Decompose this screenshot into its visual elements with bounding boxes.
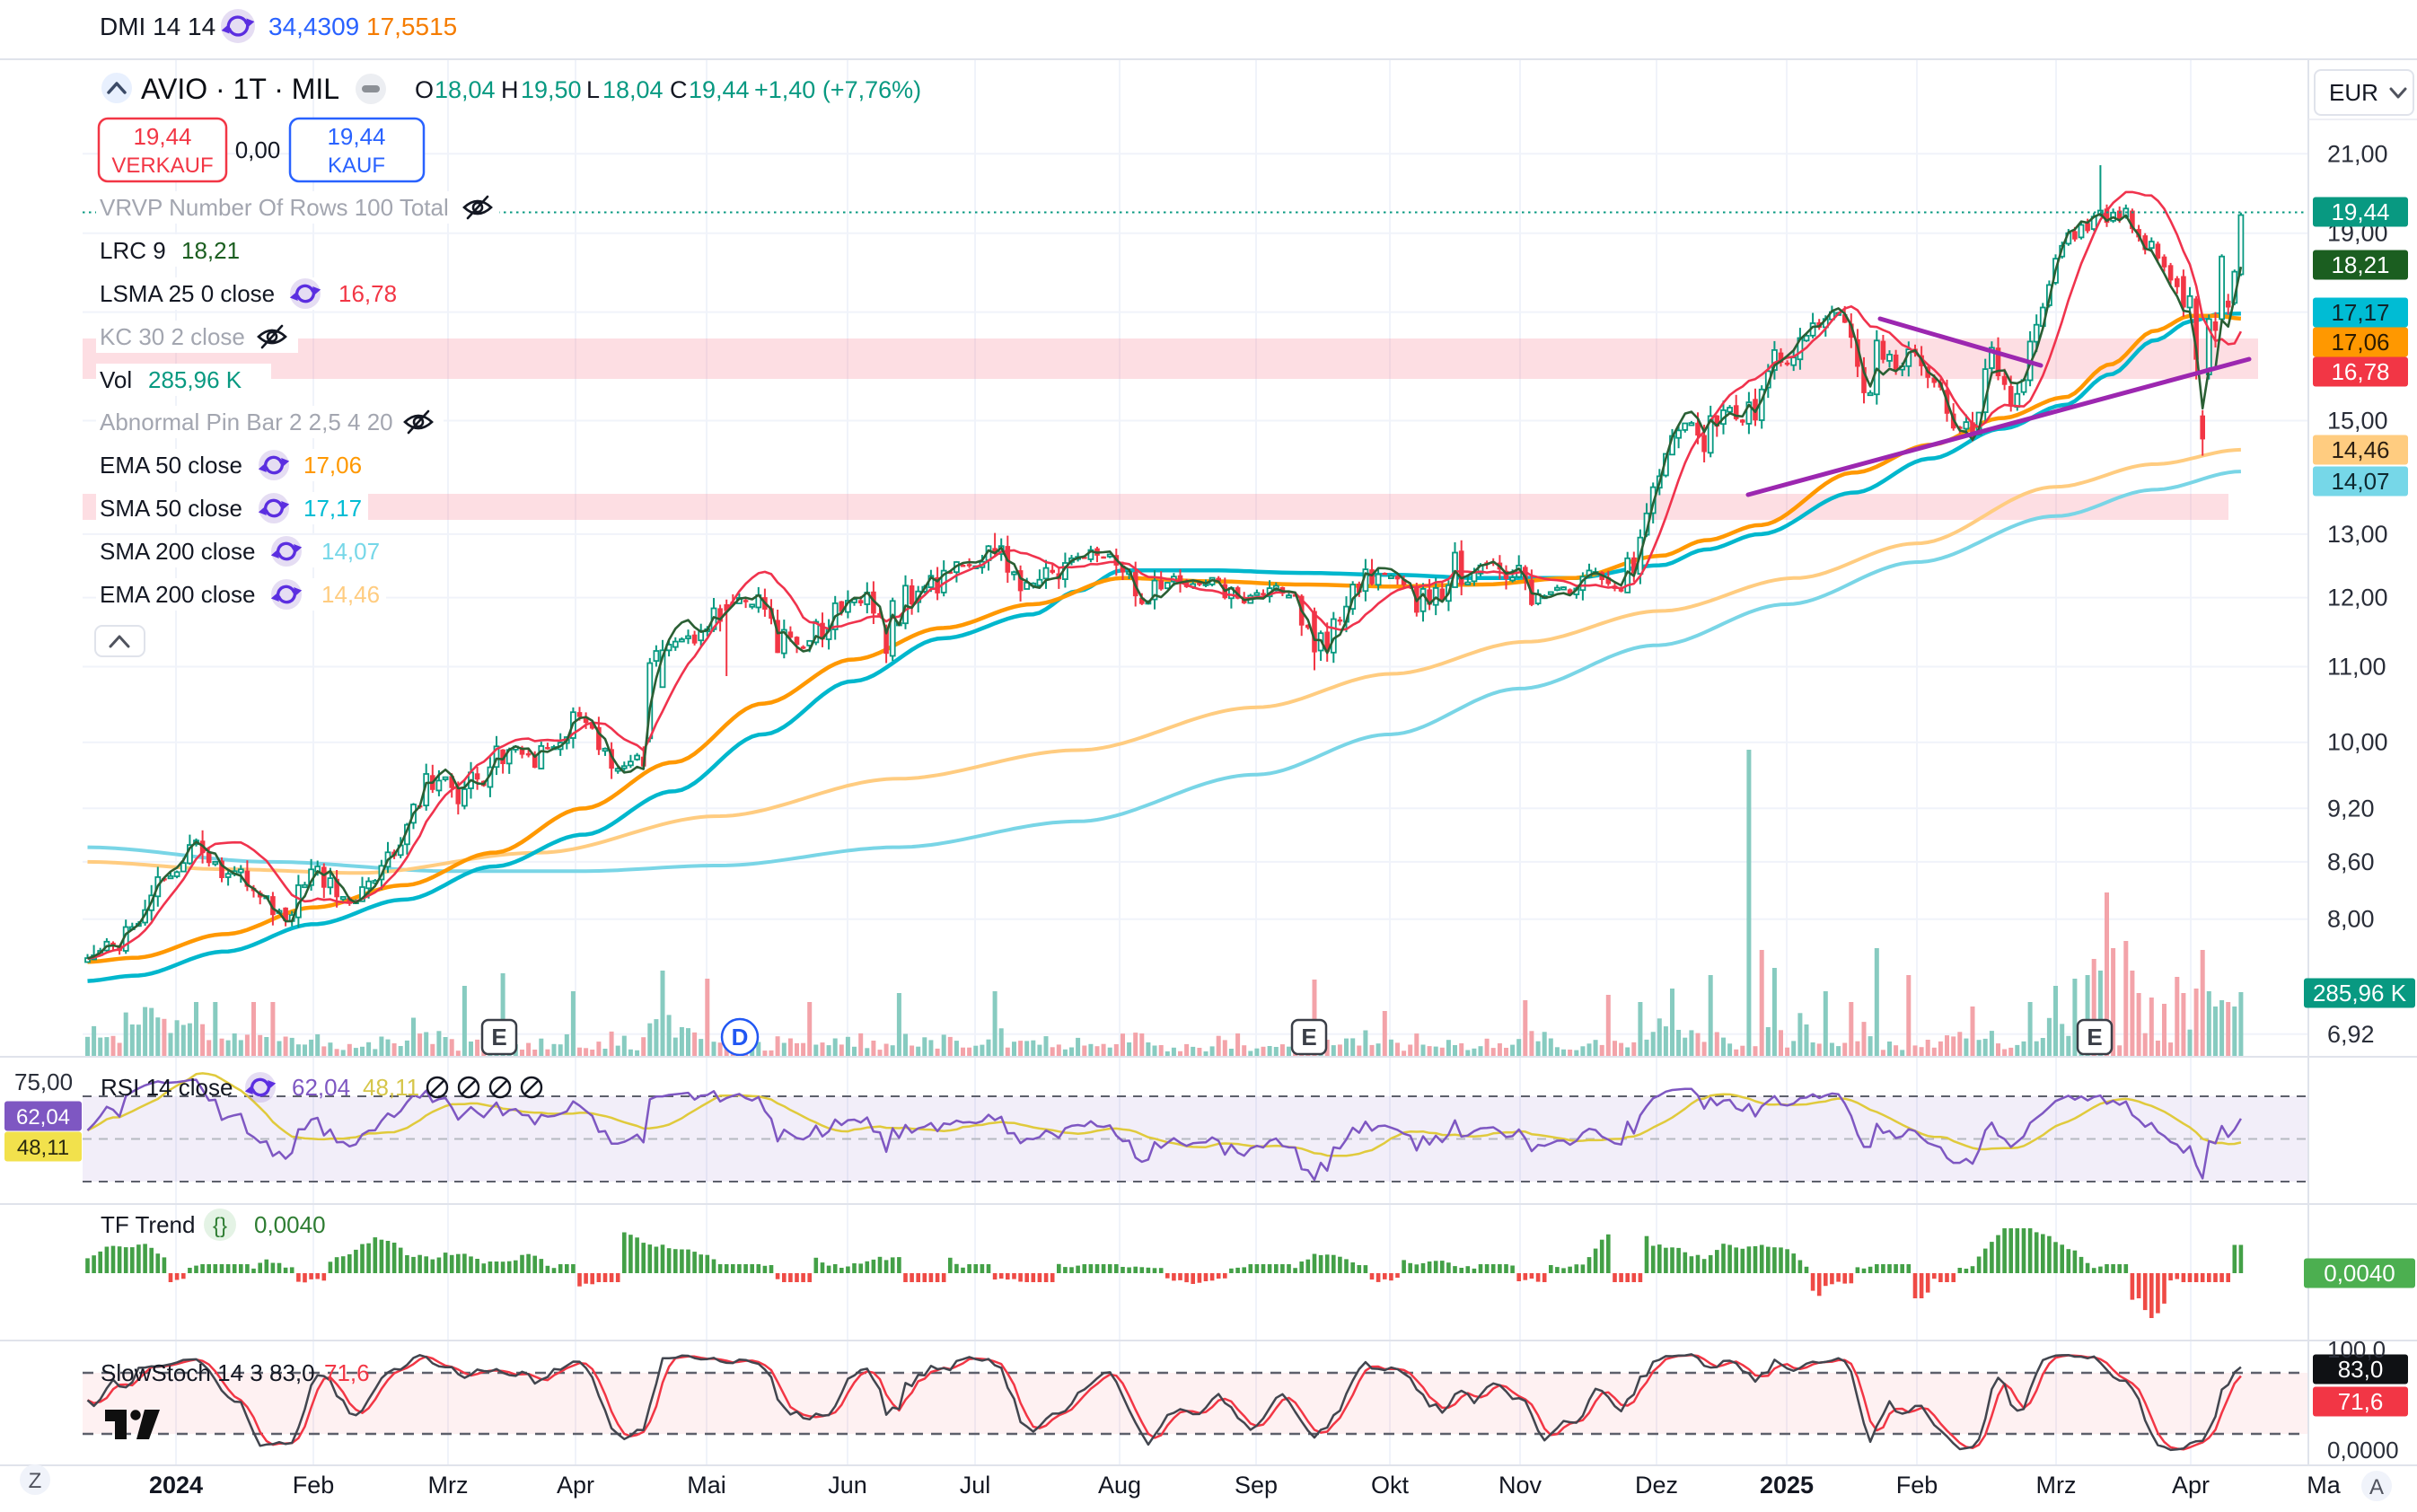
svg-text:17,17: 17,17 bbox=[303, 495, 362, 522]
svg-text:15,00: 15,00 bbox=[2327, 408, 2388, 435]
svg-text:DMI 14 14: DMI 14 14 bbox=[100, 13, 215, 40]
svg-text:A: A bbox=[2369, 1475, 2384, 1499]
svg-text:Jun: Jun bbox=[828, 1472, 867, 1499]
svg-text:8,60: 8,60 bbox=[2327, 848, 2375, 875]
svg-text:Apr: Apr bbox=[2172, 1472, 2210, 1499]
svg-text:19,44: 19,44 bbox=[2331, 198, 2389, 225]
svg-text:18,21: 18,21 bbox=[181, 237, 240, 264]
svg-text:8,00: 8,00 bbox=[2327, 906, 2375, 933]
svg-text:14,07: 14,07 bbox=[2331, 468, 2389, 495]
svg-text:Mrz: Mrz bbox=[428, 1472, 469, 1499]
svg-text:TF Trend: TF Trend bbox=[101, 1211, 195, 1238]
svg-text:0,00: 0,00 bbox=[235, 136, 281, 163]
svg-text:19,50: 19,50 bbox=[521, 76, 582, 103]
svg-text:17,06: 17,06 bbox=[2331, 329, 2389, 356]
svg-text:14,07: 14,07 bbox=[321, 538, 380, 565]
svg-text:0,0040: 0,0040 bbox=[254, 1211, 326, 1238]
svg-text:83,0: 83,0 bbox=[269, 1359, 315, 1386]
svg-text:Aug: Aug bbox=[1098, 1472, 1141, 1499]
svg-text:KC 30 2 close: KC 30 2 close bbox=[100, 323, 245, 350]
svg-text:2025: 2025 bbox=[1760, 1472, 1814, 1499]
svg-text:0,0040: 0,0040 bbox=[2324, 1260, 2395, 1287]
svg-text:Mai: Mai bbox=[687, 1472, 726, 1499]
svg-text:Vol: Vol bbox=[100, 366, 132, 393]
svg-text:71,6: 71,6 bbox=[2338, 1388, 2384, 1415]
svg-text:L: L bbox=[586, 76, 600, 103]
svg-text:VRVP Number Of Rows 100 Total: VRVP Number Of Rows 100 Total bbox=[100, 194, 449, 221]
svg-text:EMA 50 close: EMA 50 close bbox=[100, 452, 242, 479]
svg-text:10,00: 10,00 bbox=[2327, 729, 2388, 756]
svg-text:Z: Z bbox=[29, 1469, 42, 1493]
svg-text:Abnormal Pin Bar 2 2,5 4 20: Abnormal Pin Bar 2 2,5 4 20 bbox=[100, 409, 393, 435]
svg-text:100,0: 100,0 bbox=[2327, 1336, 2386, 1363]
svg-text:Ma: Ma bbox=[2307, 1472, 2341, 1499]
svg-text:2024: 2024 bbox=[149, 1472, 203, 1499]
svg-text:E: E bbox=[2087, 1024, 2102, 1050]
svg-text:14,46: 14,46 bbox=[321, 581, 380, 608]
svg-text:62,04: 62,04 bbox=[292, 1074, 350, 1101]
svg-text:RSI 14 close: RSI 14 close bbox=[101, 1074, 233, 1101]
svg-text:18,21: 18,21 bbox=[2331, 251, 2389, 278]
svg-text:18,04: 18,04 bbox=[602, 76, 664, 103]
svg-text:Nov: Nov bbox=[1499, 1472, 1542, 1499]
svg-text:12,00: 12,00 bbox=[2327, 585, 2388, 611]
svg-text:16,78: 16,78 bbox=[338, 280, 397, 307]
svg-text:71,6: 71,6 bbox=[324, 1359, 370, 1386]
svg-text:Sep: Sep bbox=[1235, 1472, 1278, 1499]
svg-text:AVIO · 1T · MIL: AVIO · 1T · MIL bbox=[141, 73, 339, 105]
svg-text:13,00: 13,00 bbox=[2327, 521, 2388, 548]
svg-text:21,00: 21,00 bbox=[2327, 140, 2388, 167]
svg-text:+1,40 (+7,76%): +1,40 (+7,76%) bbox=[754, 76, 921, 103]
svg-text:48,11: 48,11 bbox=[17, 1136, 69, 1160]
svg-text:SMA 50 close: SMA 50 close bbox=[100, 495, 242, 522]
svg-text:E: E bbox=[1301, 1024, 1316, 1050]
svg-text:19,44: 19,44 bbox=[133, 123, 191, 150]
svg-text:Jul: Jul bbox=[960, 1472, 991, 1499]
svg-text:SlowStoch 14 3: SlowStoch 14 3 bbox=[101, 1359, 263, 1386]
svg-text:KAUF: KAUF bbox=[328, 154, 385, 178]
svg-text:H: H bbox=[501, 76, 519, 103]
svg-text:LSMA 25 0 close: LSMA 25 0 close bbox=[100, 280, 275, 307]
svg-text:{}: {} bbox=[213, 1214, 227, 1238]
svg-text:VERKAUF: VERKAUF bbox=[111, 154, 213, 178]
svg-text:Feb: Feb bbox=[1896, 1472, 1938, 1499]
svg-text:11,00: 11,00 bbox=[2327, 654, 2386, 681]
svg-text:17,17: 17,17 bbox=[2331, 299, 2389, 326]
svg-text:19,44: 19,44 bbox=[327, 123, 385, 150]
svg-text:Okt: Okt bbox=[1371, 1472, 1410, 1499]
svg-text:EUR: EUR bbox=[2329, 79, 2378, 106]
svg-text:0,0000: 0,0000 bbox=[2327, 1437, 2399, 1464]
svg-text:EMA 200 close: EMA 200 close bbox=[100, 581, 255, 608]
svg-text:17,06: 17,06 bbox=[303, 452, 362, 479]
svg-text:18,04: 18,04 bbox=[435, 76, 496, 103]
svg-text:LRC 9: LRC 9 bbox=[100, 237, 166, 264]
svg-text:75,00: 75,00 bbox=[14, 1068, 73, 1095]
svg-text:E: E bbox=[491, 1024, 506, 1050]
svg-text:Feb: Feb bbox=[293, 1472, 335, 1499]
svg-text:285,96 K: 285,96 K bbox=[148, 366, 242, 393]
svg-text:19,44: 19,44 bbox=[689, 76, 750, 103]
svg-text:SMA 200 close: SMA 200 close bbox=[100, 538, 255, 565]
svg-text:34,4309: 34,4309 bbox=[268, 13, 359, 40]
svg-text:83,0: 83,0 bbox=[2338, 1356, 2384, 1383]
svg-text:9,20: 9,20 bbox=[2327, 795, 2375, 822]
svg-text:285,96 K: 285,96 K bbox=[2313, 980, 2407, 1007]
svg-text:D: D bbox=[732, 1024, 749, 1050]
svg-text:Mrz: Mrz bbox=[2036, 1472, 2077, 1499]
svg-text:Apr: Apr bbox=[557, 1472, 594, 1499]
svg-text:16,78: 16,78 bbox=[2331, 358, 2389, 385]
svg-text:48,11: 48,11 bbox=[363, 1074, 419, 1101]
svg-text:C: C bbox=[670, 76, 688, 103]
svg-text:O: O bbox=[415, 76, 434, 103]
svg-text:6,92: 6,92 bbox=[2327, 1021, 2375, 1048]
svg-text:17,5515: 17,5515 bbox=[366, 13, 457, 40]
svg-text:14,46: 14,46 bbox=[2331, 436, 2389, 463]
svg-text:Dez: Dez bbox=[1635, 1472, 1678, 1499]
svg-text:62,04: 62,04 bbox=[16, 1105, 70, 1130]
